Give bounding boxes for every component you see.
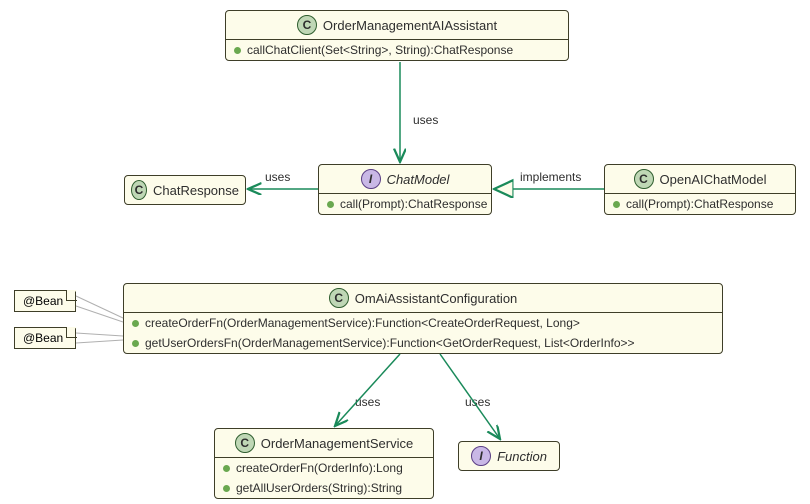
class-order-management-service: C OrderManagementService createOrderFn(O… — [214, 428, 434, 499]
interface-title: I ChatModel — [319, 165, 491, 193]
class-title: C OmAiAssistantConfiguration — [124, 284, 722, 312]
method-visibility-icon — [327, 201, 334, 208]
interface-title-text: ChatModel — [387, 172, 450, 187]
class-title-text: OrderManagementAIAssistant — [323, 18, 497, 33]
method-row: getUserOrdersFn(OrderManagementService):… — [124, 333, 722, 353]
method-row: call(Prompt):ChatResponse — [605, 194, 795, 214]
interface-function: I Function — [458, 441, 560, 471]
class-badge-icon: C — [131, 180, 147, 200]
method-signature: callChatClient(Set<String>, String):Chat… — [247, 43, 513, 57]
interface-badge-icon: I — [361, 169, 381, 189]
method-signature: createOrderFn(OrderManagementService):Fu… — [145, 316, 580, 330]
method-row: call(Prompt):ChatResponse — [319, 194, 491, 214]
method-signature: getAllUserOrders(String):String — [236, 481, 402, 495]
class-chat-response: C ChatResponse — [124, 175, 246, 205]
method-visibility-icon — [223, 465, 230, 472]
method-visibility-icon — [132, 320, 139, 327]
note-bean-1: @Bean — [14, 290, 76, 312]
class-order-management-ai-assistant: C OrderManagementAIAssistant callChatCli… — [225, 10, 569, 61]
method-visibility-icon — [132, 340, 139, 347]
class-om-ai-assistant-configuration: C OmAiAssistantConfiguration createOrder… — [123, 283, 723, 354]
class-title-text: OpenAIChatModel — [660, 172, 767, 187]
method-visibility-icon — [613, 201, 620, 208]
class-title-text: ChatResponse — [153, 183, 239, 198]
class-title: C ChatResponse — [125, 176, 245, 204]
method-row: callChatClient(Set<String>, String):Chat… — [226, 40, 568, 60]
class-badge-icon: C — [297, 15, 317, 35]
class-badge-icon: C — [235, 433, 255, 453]
method-visibility-icon — [234, 47, 241, 54]
method-row: createOrderFn(OrderManagementService):Fu… — [124, 313, 722, 333]
interface-chat-model: I ChatModel call(Prompt):ChatResponse — [318, 164, 492, 215]
method-signature: getUserOrdersFn(OrderManagementService):… — [145, 336, 635, 350]
class-title: C OrderManagementService — [215, 429, 433, 457]
class-badge-icon: C — [329, 288, 349, 308]
interface-title-text: Function — [497, 449, 547, 464]
note-text: @Bean — [23, 331, 63, 345]
note-text: @Bean — [23, 294, 63, 308]
note-bean-2: @Bean — [14, 327, 76, 349]
method-row: getAllUserOrders(String):String — [215, 478, 433, 498]
class-title: C OpenAIChatModel — [605, 165, 795, 193]
class-title-text: OrderManagementService — [261, 436, 413, 451]
interface-badge-icon: I — [471, 446, 491, 466]
edge-label-uses: uses — [265, 170, 290, 184]
class-title: C OrderManagementAIAssistant — [226, 11, 568, 39]
edge-label-uses: uses — [465, 395, 490, 409]
method-row: createOrderFn(OrderInfo):Long — [215, 458, 433, 478]
class-openai-chat-model: C OpenAIChatModel call(Prompt):ChatRespo… — [604, 164, 796, 215]
method-signature: createOrderFn(OrderInfo):Long — [236, 461, 403, 475]
class-title-text: OmAiAssistantConfiguration — [355, 291, 518, 306]
edge-label-implements: implements — [520, 170, 581, 184]
method-visibility-icon — [223, 485, 230, 492]
class-badge-icon: C — [634, 169, 654, 189]
edge-label-uses: uses — [413, 113, 438, 127]
method-signature: call(Prompt):ChatResponse — [340, 197, 487, 211]
interface-title: I Function — [459, 442, 559, 470]
edge-label-uses: uses — [355, 395, 380, 409]
method-signature: call(Prompt):ChatResponse — [626, 197, 773, 211]
